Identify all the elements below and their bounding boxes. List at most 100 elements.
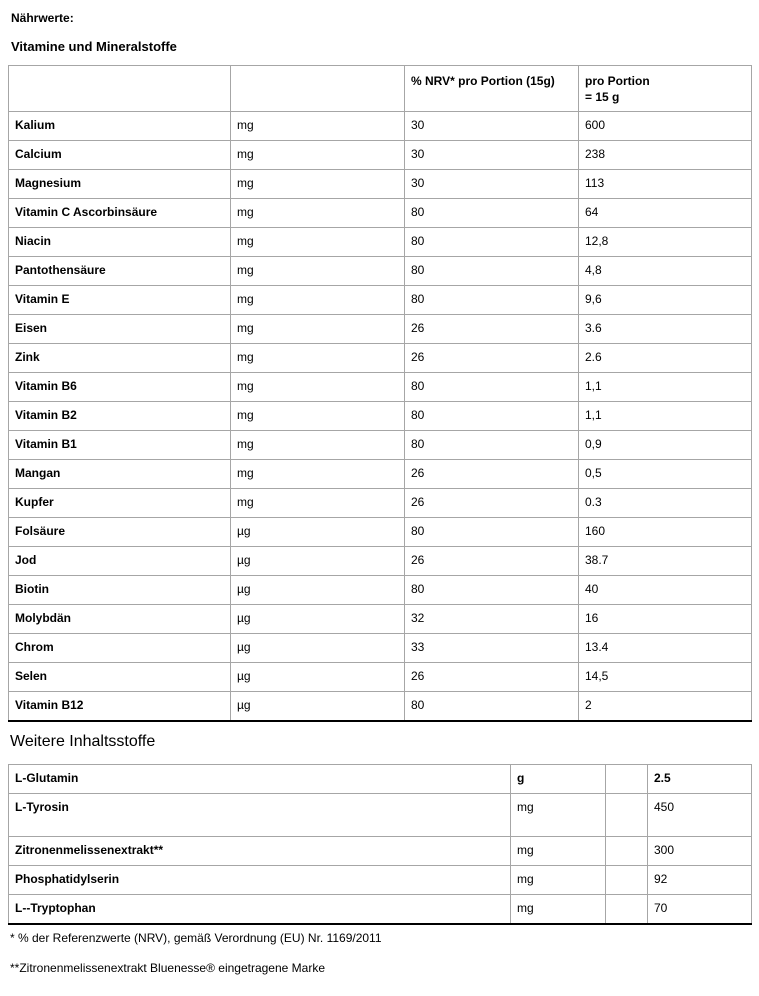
unit-cell: mg [230,140,405,170]
amount-cell: 2 [578,691,752,722]
table-row: Calcium mg 30 238 [8,140,752,170]
nutrient-name-cell: Vitamin B1 [8,430,231,460]
nutrient-name-cell: Vitamin C Ascorbinsäure [8,198,231,228]
unit-cell: mg [230,198,405,228]
nutrient-name-cell: Calcium [8,140,231,170]
table-row: L-Tyrosin mg 450 [8,793,752,837]
nutrient-name-cell: Magnesium [8,169,231,199]
unit-cell: mg [230,430,405,460]
table-row: Niacin mg 80 12,8 [8,227,752,257]
table-row: Mangan mg 26 0,5 [8,459,752,489]
ingredient-name-cell: Phosphatidylserin [8,865,511,895]
page-title: Nährwerte: [11,11,74,25]
nutrient-name-cell: Mangan [8,459,231,489]
amount-cell: 12,8 [578,227,752,257]
amount-cell: 14,5 [578,662,752,692]
amount-cell: 0,9 [578,430,752,460]
table-row: Biotin µg 80 40 [8,575,752,605]
ingredient-name-cell: L-Glutamin [8,764,511,794]
ingredient-name-cell: L-Tyrosin [8,793,511,837]
amount-cell: 9,6 [578,285,752,315]
unit-cell: µg [230,633,405,663]
ingredient-name-cell: Zitronenmelissenextrakt** [8,836,511,866]
vitamins-minerals-table: % NRV* pro Portion (15g) pro Portion = 1… [8,65,752,722]
unit-cell: mg [510,793,606,837]
unit-cell: mg [230,256,405,286]
header-per-portion-cell: pro Portion = 15 g [578,65,752,112]
table-row: Jod µg 26 38.7 [8,546,752,576]
spacer-cell [605,793,648,837]
nutrition-facts-page: Nährwerte: Vitamine und Mineralstoffe % … [8,11,752,976]
unit-cell: mg [230,111,405,141]
table-row: Kalium mg 30 600 [8,111,752,141]
nrv-percent-cell: 33 [404,633,579,663]
table-row: Eisen mg 26 3.6 [8,314,752,344]
table-row: Chrom µg 33 13.4 [8,633,752,663]
nutrient-name-cell: Folsäure [8,517,231,547]
table-row: Vitamin B1 mg 80 0,9 [8,430,752,460]
nrv-percent-cell: 32 [404,604,579,634]
amount-cell: 300 [647,836,752,866]
nutrient-name-cell: Vitamin B6 [8,372,231,402]
amount-cell: 1,1 [578,401,752,431]
nrv-percent-cell: 30 [404,111,579,141]
nrv-percent-cell: 80 [404,517,579,547]
amount-cell: 2.5 [647,764,752,794]
amount-cell: 64 [578,198,752,228]
header-nutrient-cell [8,65,231,112]
unit-cell: mg [230,401,405,431]
ingredient-name-cell: L--Tryptophan [8,894,511,925]
nrv-percent-cell: 80 [404,256,579,286]
section-heading-vitamins: Vitamine und Mineralstoffe [11,39,177,54]
amount-cell: 40 [578,575,752,605]
header-per-portion-line2: = 15 g [585,90,620,104]
table-row: Selen µg 26 14,5 [8,662,752,692]
table-row: Folsäure µg 80 160 [8,517,752,547]
unit-cell: mg [230,488,405,518]
nrv-percent-cell: 26 [404,459,579,489]
nrv-percent-cell: 80 [404,372,579,402]
nutrient-name-cell: Kupfer [8,488,231,518]
nutrient-name-cell: Vitamin B2 [8,401,231,431]
nutrient-name-cell: Selen [8,662,231,692]
nutrient-name-cell: Zink [8,343,231,373]
spacer-cell [605,764,648,794]
table-row: Kupfer mg 26 0.3 [8,488,752,518]
footnote-nrv-reference: * % der Referenzwerte (NRV), gemäß Veror… [10,931,382,945]
table-row: Phosphatidylserin mg 92 [8,865,752,895]
table-row: Vitamin B12 µg 80 2 [8,691,752,722]
nrv-percent-cell: 80 [404,198,579,228]
table-header-row: % NRV* pro Portion (15g) pro Portion = 1… [8,65,752,112]
unit-cell: mg [230,285,405,315]
vitamins-table-body: Kalium mg 30 600 Calcium mg 30 238 Magnesium mg 30… [8,111,752,722]
unit-cell: mg [510,865,606,895]
nrv-percent-cell: 26 [404,662,579,692]
nutrient-name-cell: Pantothensäure [8,256,231,286]
nutrient-name-cell: Vitamin B12 [8,691,231,722]
nrv-percent-cell: 80 [404,401,579,431]
nrv-percent-cell: 30 [404,140,579,170]
nutrient-name-cell: Eisen [8,314,231,344]
unit-cell: µg [230,546,405,576]
nrv-percent-cell: 26 [404,546,579,576]
amount-cell: 450 [647,793,752,837]
amount-cell: 238 [578,140,752,170]
header-per-portion-line1: pro Portion [585,74,650,88]
unit-cell: mg [230,459,405,489]
unit-cell: g [510,764,606,794]
nrv-percent-cell: 30 [404,169,579,199]
spacer-cell [605,865,648,895]
amount-cell: 1,1 [578,372,752,402]
spacer-cell [605,836,648,866]
other-ingredients-table: L-Glutamin g 2.5 L-Tyrosin mg 450 Zitronenmeli… [8,764,752,925]
table-row: L--Tryptophan mg 70 [8,894,752,925]
nutrient-name-cell: Vitamin E [8,285,231,315]
spacer-cell [605,894,648,925]
nutrient-name-cell: Jod [8,546,231,576]
table-row: Zitronenmelissenextrakt** mg 300 [8,836,752,866]
table-row: Vitamin B6 mg 80 1,1 [8,372,752,402]
nrv-percent-cell: 80 [404,430,579,460]
amount-cell: 16 [578,604,752,634]
nrv-percent-cell: 80 [404,227,579,257]
table-row: Magnesium mg 30 113 [8,169,752,199]
